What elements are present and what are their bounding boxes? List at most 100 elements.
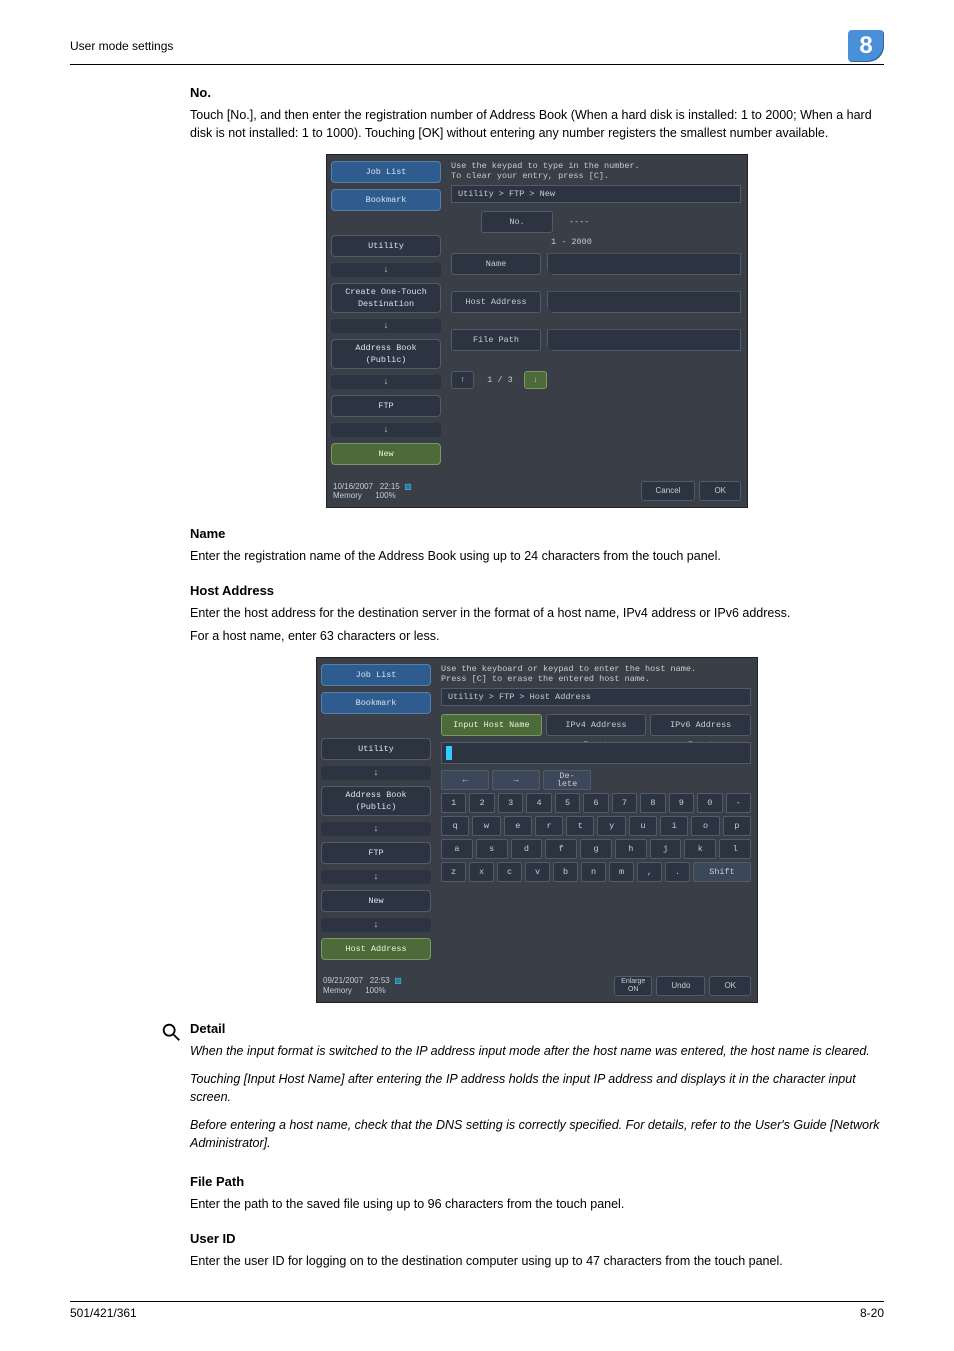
key-i[interactable]: i bbox=[660, 816, 688, 836]
heading-detail: Detail bbox=[190, 1021, 884, 1036]
btn-host-address[interactable]: Host Address bbox=[321, 938, 431, 960]
key-left[interactable]: ← bbox=[441, 770, 489, 790]
field-host-button[interactable]: Host Address bbox=[451, 291, 541, 313]
heading-file-path: File Path bbox=[190, 1174, 884, 1189]
btn-new[interactable]: New bbox=[331, 443, 441, 465]
key-e[interactable]: e bbox=[504, 816, 532, 836]
key-8[interactable]: 8 bbox=[640, 793, 665, 813]
key-2[interactable]: 2 bbox=[469, 793, 494, 813]
key-x[interactable]: x bbox=[469, 862, 494, 882]
btn-ftp[interactable]: FTP bbox=[321, 842, 431, 864]
key-7[interactable]: 7 bbox=[612, 793, 637, 813]
key-z[interactable]: z bbox=[441, 862, 466, 882]
key-right[interactable]: → bbox=[492, 770, 540, 790]
status-memory-label: Memory bbox=[323, 986, 352, 995]
status-memory-value: 100% bbox=[375, 491, 395, 500]
key-p[interactable]: p bbox=[723, 816, 751, 836]
key-b[interactable]: b bbox=[553, 862, 578, 882]
key-3[interactable]: 3 bbox=[498, 793, 523, 813]
status-time: 22:15 bbox=[380, 482, 400, 491]
heading-name: Name bbox=[190, 526, 884, 541]
key-shift[interactable]: Shift bbox=[693, 862, 751, 882]
key-6[interactable]: 6 bbox=[583, 793, 608, 813]
btn-job-list[interactable]: Job List bbox=[321, 664, 431, 686]
status-memory-value: 100% bbox=[365, 986, 385, 995]
key-g[interactable]: g bbox=[580, 839, 612, 859]
key-h[interactable]: h bbox=[615, 839, 647, 859]
status-date: 09/21/2007 bbox=[323, 976, 363, 985]
screenshot-ftp-new: Job List Bookmark Utility ↓ Create One-T… bbox=[326, 154, 748, 508]
key-0[interactable]: 0 bbox=[697, 793, 722, 813]
detail-p1: When the input format is switched to the… bbox=[190, 1042, 884, 1060]
host-name-input[interactable] bbox=[441, 742, 751, 764]
key-q[interactable]: q bbox=[441, 816, 469, 836]
pager-label: 1 / 3 bbox=[481, 375, 519, 385]
field-file-button[interactable]: File Path bbox=[451, 329, 541, 351]
tab-input-host-name[interactable]: Input Host Name bbox=[441, 714, 542, 736]
key-,[interactable]: , bbox=[637, 862, 662, 882]
key-k[interactable]: k bbox=[684, 839, 716, 859]
arrow-down-icon: ↓ bbox=[321, 822, 431, 836]
key-d[interactable]: d bbox=[511, 839, 543, 859]
btn-job-list[interactable]: Job List bbox=[331, 161, 441, 183]
key-l[interactable]: l bbox=[719, 839, 751, 859]
key-s[interactable]: s bbox=[476, 839, 508, 859]
key-r[interactable]: r bbox=[535, 816, 563, 836]
ok-button[interactable]: OK bbox=[709, 976, 751, 996]
field-no-value: ---- bbox=[559, 217, 589, 227]
btn-address-book[interactable]: Address Book (Public) bbox=[331, 339, 441, 369]
field-name-value[interactable] bbox=[547, 253, 741, 275]
field-no-button[interactable]: No. bbox=[481, 211, 553, 233]
key-m[interactable]: m bbox=[609, 862, 634, 882]
field-file-value[interactable] bbox=[547, 329, 741, 351]
status-date: 10/16/2007 bbox=[333, 482, 373, 491]
detail-p3: Before entering a host name, check that … bbox=[190, 1116, 884, 1152]
ok-button[interactable]: OK bbox=[699, 481, 741, 501]
key--[interactable]: - bbox=[726, 793, 751, 813]
screenshot-host-address: Job List Bookmark Utility ↓ Address Book… bbox=[316, 657, 758, 1003]
key-4[interactable]: 4 bbox=[526, 793, 551, 813]
btn-bookmark[interactable]: Bookmark bbox=[321, 692, 431, 714]
pager-up[interactable]: ↑ bbox=[451, 371, 474, 389]
btn-ftp[interactable]: FTP bbox=[331, 395, 441, 417]
text-file-path: Enter the path to the saved file using u… bbox=[190, 1195, 884, 1213]
text-no: Touch [No.], and then enter the registra… bbox=[190, 106, 884, 142]
key-v[interactable]: v bbox=[525, 862, 550, 882]
btn-utility[interactable]: Utility bbox=[331, 235, 441, 257]
hint-text: Use the keypad to type in the number. To… bbox=[451, 161, 741, 181]
btn-bookmark[interactable]: Bookmark bbox=[331, 189, 441, 211]
footer-page: 8-20 bbox=[860, 1306, 884, 1320]
key-delete[interactable]: De- lete bbox=[543, 770, 591, 790]
btn-create-one-touch[interactable]: Create One-Touch Destination bbox=[331, 283, 441, 313]
arrow-down-icon: ↓ bbox=[331, 375, 441, 389]
key-o[interactable]: o bbox=[691, 816, 719, 836]
key-.[interactable]: . bbox=[665, 862, 690, 882]
pager-down[interactable]: ↓ bbox=[524, 371, 547, 389]
field-host-value[interactable] bbox=[547, 291, 741, 313]
status-memory-label: Memory bbox=[333, 491, 362, 500]
tab-ipv4[interactable]: IPv4 Address Input bbox=[546, 714, 647, 736]
key-y[interactable]: y bbox=[597, 816, 625, 836]
enlarge-button[interactable]: Enlarge ON bbox=[614, 976, 652, 996]
key-n[interactable]: n bbox=[581, 862, 606, 882]
key-5[interactable]: 5 bbox=[555, 793, 580, 813]
field-name-button[interactable]: Name bbox=[451, 253, 541, 275]
btn-address-book[interactable]: Address Book (Public) bbox=[321, 786, 431, 816]
key-9[interactable]: 9 bbox=[669, 793, 694, 813]
key-c[interactable]: c bbox=[497, 862, 522, 882]
btn-utility[interactable]: Utility bbox=[321, 738, 431, 760]
key-u[interactable]: u bbox=[629, 816, 657, 836]
heading-user-id: User ID bbox=[190, 1231, 884, 1246]
undo-button[interactable]: Undo bbox=[656, 976, 705, 996]
cancel-button[interactable]: Cancel bbox=[641, 481, 696, 501]
key-w[interactable]: w bbox=[472, 816, 500, 836]
key-t[interactable]: t bbox=[566, 816, 594, 836]
key-f[interactable]: f bbox=[545, 839, 577, 859]
key-a[interactable]: a bbox=[441, 839, 473, 859]
btn-new[interactable]: New bbox=[321, 890, 431, 912]
chapter-badge: 8 bbox=[848, 30, 884, 62]
key-1[interactable]: 1 bbox=[441, 793, 466, 813]
key-j[interactable]: j bbox=[650, 839, 682, 859]
tab-ipv6[interactable]: IPv6 Address Input bbox=[650, 714, 751, 736]
status-time: 22:53 bbox=[370, 976, 390, 985]
